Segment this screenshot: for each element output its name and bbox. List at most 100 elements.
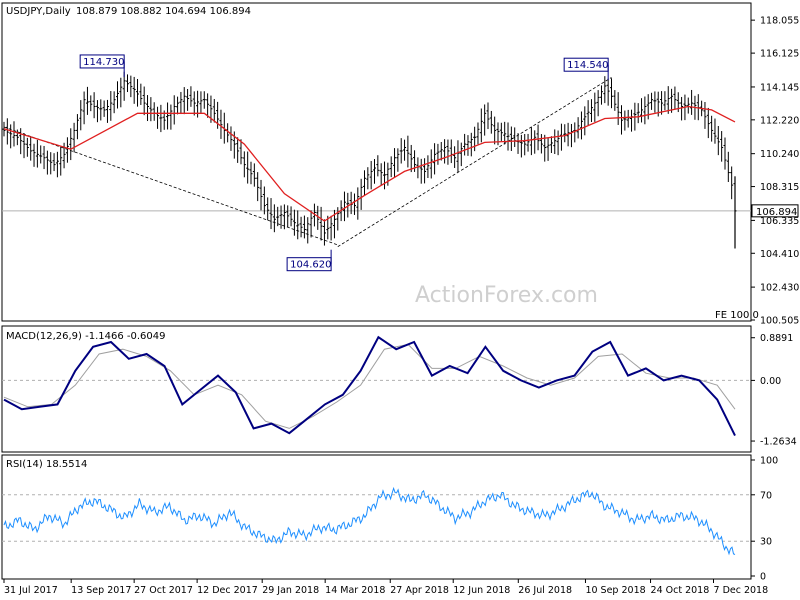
price-bar xyxy=(336,207,340,231)
price-bar xyxy=(396,148,400,172)
price-bar xyxy=(623,110,627,131)
price-bar xyxy=(89,95,93,112)
price-bar xyxy=(356,187,360,220)
date-axis: 31 Jul 2017 13 Sep 2017 27 Oct 2017 12 Dec … xyxy=(3,579,768,596)
rsi-levels xyxy=(2,494,751,542)
price-annotation: 104.620 xyxy=(286,249,332,272)
price-bar xyxy=(383,161,387,190)
price-annotation: 114.540 xyxy=(563,57,609,81)
price-bar xyxy=(299,216,303,238)
price-bar xyxy=(379,163,383,185)
price-tick-label: 106.335 xyxy=(760,216,799,227)
price-bar xyxy=(613,90,617,111)
price-bar xyxy=(42,145,46,170)
price-bar xyxy=(269,198,273,230)
annotation-label: 104.620 xyxy=(290,260,331,271)
price-bar xyxy=(119,77,123,108)
trendline xyxy=(337,77,612,247)
price-tick-label: 102.430 xyxy=(760,283,799,294)
price-bar xyxy=(546,137,550,161)
price-bar xyxy=(206,93,210,118)
price-bar xyxy=(95,100,99,123)
date-tick-label: 24 Oct 2018 xyxy=(651,585,710,596)
price-bar xyxy=(543,134,547,162)
price-bar xyxy=(249,161,253,185)
price-bar xyxy=(282,204,286,230)
price-bar xyxy=(563,124,567,143)
date-tick-label: 27 Apr 2018 xyxy=(390,585,449,596)
date-tick-label: 29 Jan 2018 xyxy=(262,585,319,596)
price-bar xyxy=(453,146,457,168)
price-bar xyxy=(126,74,130,93)
rsi-tick-label: 100 xyxy=(760,456,778,467)
price-bar xyxy=(549,136,553,153)
price-bar xyxy=(720,131,724,162)
price-bar xyxy=(399,138,403,164)
rsi-panel: 100 70 30 0 RSI(14) 18.5514 xyxy=(1,454,778,583)
price-bar xyxy=(483,104,487,136)
price-bar xyxy=(406,135,410,168)
last-price-box xyxy=(751,204,799,218)
price-bar xyxy=(469,132,473,157)
price-bar xyxy=(403,139,407,161)
moving-average-line xyxy=(3,105,736,222)
price-bar xyxy=(326,215,330,240)
price-bar xyxy=(82,91,86,125)
price-bar xyxy=(92,92,96,119)
price-bar xyxy=(586,100,590,126)
price-bar xyxy=(12,121,16,147)
price-bar xyxy=(182,87,186,115)
price-bar xyxy=(105,99,109,123)
price-bar xyxy=(493,116,497,145)
price-bar xyxy=(242,151,246,178)
price-bar xyxy=(65,137,69,163)
price-bar xyxy=(146,95,150,122)
price-bar xyxy=(362,170,366,196)
price-bar xyxy=(726,151,730,182)
price-tick-label: 114.145 xyxy=(760,82,799,93)
price-bar xyxy=(289,206,293,227)
price-bar xyxy=(446,139,450,165)
price-bar xyxy=(149,97,153,122)
price-annotations: 114.730 104.620 114.540 xyxy=(79,54,609,272)
price-bar xyxy=(473,126,477,152)
price-bar xyxy=(202,91,206,109)
price-bar xyxy=(616,92,620,125)
price-bar xyxy=(112,91,116,114)
price-bar xyxy=(132,76,136,104)
price-bar xyxy=(329,215,333,241)
price-bar xyxy=(393,148,397,177)
price-tick-label: 116.125 xyxy=(760,49,799,60)
price-bar xyxy=(279,205,283,229)
price-bar xyxy=(730,166,734,200)
price-bar xyxy=(433,143,437,175)
price-bar xyxy=(603,76,607,104)
price-bar xyxy=(426,155,430,179)
price-bar xyxy=(463,133,467,156)
price-bar xyxy=(219,109,223,139)
price-annotation: 114.730 xyxy=(79,54,125,77)
macd-line xyxy=(3,335,736,437)
rsi-tick-label: 70 xyxy=(760,490,772,501)
price-bar xyxy=(606,78,610,106)
rsi-title: RSI(14) 18.5514 xyxy=(6,459,87,470)
date-tick-label: 14 Mar 2018 xyxy=(325,585,385,596)
price-bar xyxy=(266,197,270,221)
price-bar xyxy=(19,128,23,155)
price-bar xyxy=(673,86,677,110)
price-bar xyxy=(59,146,63,176)
price-tick-label: 104.410 xyxy=(760,249,799,260)
price-bar xyxy=(703,102,707,129)
price-bar xyxy=(579,111,583,140)
price-bar xyxy=(509,126,513,151)
price-bar xyxy=(376,155,380,177)
price-bar xyxy=(373,159,377,184)
price-bar xyxy=(706,107,710,139)
price-bar xyxy=(710,115,714,142)
price-bar xyxy=(486,102,490,130)
price-bar xyxy=(9,124,13,149)
price-bar xyxy=(489,110,493,134)
price-bar xyxy=(115,81,119,109)
price-bar xyxy=(179,91,183,115)
